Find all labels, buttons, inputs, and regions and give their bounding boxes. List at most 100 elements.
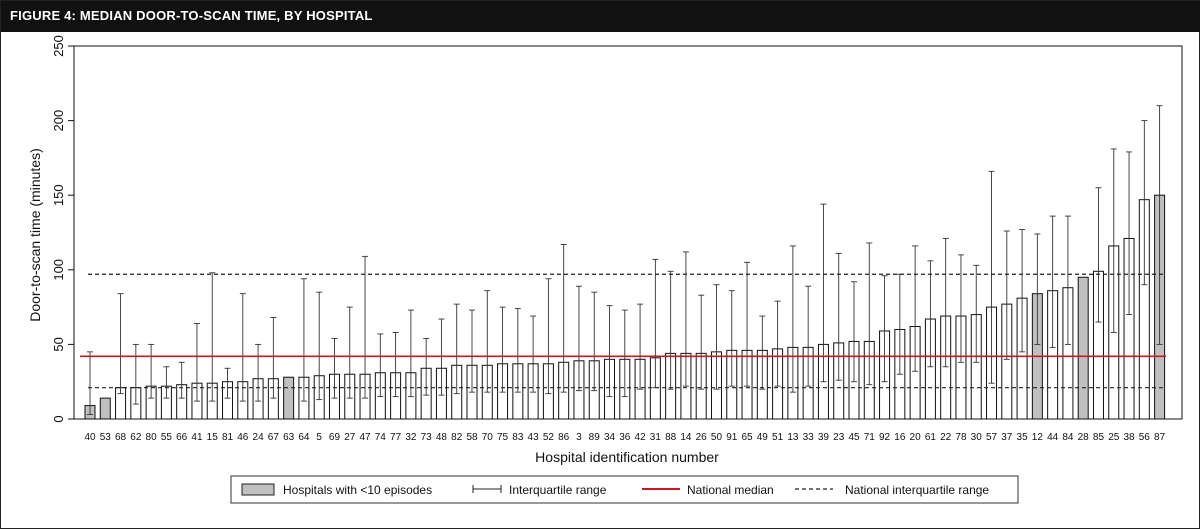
x-tick-label: 24 — [253, 432, 265, 443]
x-tick-label: 20 — [910, 432, 922, 443]
figure-title-bar: FIGURE 4: MEDIAN DOOR-TO-SCAN TIME, BY H… — [1, 1, 1200, 32]
x-tick-label: 89 — [589, 432, 601, 443]
x-tick-label: 87 — [1154, 432, 1166, 443]
x-tick-label: 73 — [421, 432, 433, 443]
bar-hospital-53 — [99, 397, 111, 420]
x-tick-label: 63 — [283, 432, 295, 443]
x-tick-label: 86 — [558, 432, 570, 443]
legend-box — [230, 475, 1019, 504]
x-tick-label: 37 — [1001, 432, 1013, 443]
axes-group — [68, 45, 1183, 420]
x-tick-label: 55 — [161, 432, 173, 443]
x-tick-label: 67 — [268, 432, 280, 443]
x-tick-label: 14 — [680, 432, 692, 443]
figure-title: FIGURE 4: MEDIAN DOOR-TO-SCAN TIME, BY H… — [10, 8, 373, 23]
x-tick-label: 66 — [176, 432, 188, 443]
x-tick-label: 82 — [451, 432, 463, 443]
x-tick-label: 88 — [665, 432, 677, 443]
x-tick-label: 85 — [1093, 432, 1105, 443]
x-tick-label: 91 — [726, 432, 738, 443]
x-axis-title: Hospital identification number — [535, 449, 719, 465]
x-tick-label: 31 — [650, 432, 662, 443]
x-tick-label: 44 — [1047, 432, 1059, 443]
x-tick-label: 28 — [1078, 432, 1090, 443]
x-tick-label: 38 — [1123, 432, 1135, 443]
x-tick-label: 50 — [711, 432, 723, 443]
legend-small-swatch — [241, 483, 275, 496]
x-tick-label: 45 — [848, 432, 860, 443]
x-tick-label: 78 — [955, 432, 967, 443]
x-tick-label: 80 — [146, 432, 158, 443]
x-tick-label: 51 — [772, 432, 784, 443]
x-tick-label: 35 — [1017, 432, 1029, 443]
legend-iqr-symbol — [472, 485, 502, 493]
x-tick-label: 5 — [316, 432, 322, 443]
national-lines-group — [80, 273, 1166, 389]
x-tick-label: 22 — [940, 432, 952, 443]
x-tick-label: 83 — [512, 432, 524, 443]
x-tick-label: 15 — [207, 432, 219, 443]
iqr-whiskers-group — [87, 105, 1163, 415]
x-tick-label: 23 — [833, 432, 845, 443]
x-tick-label: 58 — [466, 432, 478, 443]
x-tick-label: 61 — [925, 432, 937, 443]
legend: Hospitals with <10 episodes Interquartil… — [230, 475, 1019, 504]
x-tick-label: 75 — [497, 432, 509, 443]
x-tick-label: 42 — [635, 432, 647, 443]
x-tick-label: 40 — [84, 432, 96, 443]
legend-small-label: Hospitals with <10 episodes — [283, 483, 432, 497]
legend-median-label: National median — [687, 483, 774, 497]
x-tick-label: 39 — [818, 432, 830, 443]
x-tick-label: 27 — [344, 432, 356, 443]
x-tick-label: 84 — [1062, 432, 1074, 443]
x-tick-label: 64 — [298, 432, 310, 443]
x-tick-label: 62 — [130, 432, 142, 443]
x-tick-label: 34 — [604, 432, 616, 443]
x-tick-label: 77 — [390, 432, 402, 443]
x-tick-label: 52 — [543, 432, 555, 443]
x-tick-label: 41 — [191, 432, 203, 443]
x-tick-label: 25 — [1108, 432, 1120, 443]
y-tick-labels: 0 50 100 150 200 250 — [51, 35, 66, 422]
y-tick-label: 100 — [51, 259, 66, 281]
x-tick-label: 33 — [803, 432, 815, 443]
x-tick-label: 30 — [971, 432, 983, 443]
x-tick-label: 57 — [986, 432, 998, 443]
x-tick-label: 69 — [329, 432, 341, 443]
x-tick-label: 68 — [115, 432, 127, 443]
y-tick-label: 250 — [51, 35, 66, 57]
x-tick-labels: 40 53 68 62 80 55 66 41 15 81 46 24 67 63 64 5 69 27 47 74 7… — [84, 432, 1165, 443]
x-tick-label: 49 — [757, 432, 769, 443]
x-tick-label: 36 — [619, 432, 631, 443]
x-tick-label: 65 — [741, 432, 753, 443]
legend-national-iqr-label: National interquartile range — [845, 483, 989, 497]
x-tick-label: 3 — [576, 432, 582, 443]
plot-area-border — [73, 45, 1183, 420]
x-tick-label: 32 — [405, 432, 417, 443]
x-tick-label: 48 — [436, 432, 448, 443]
x-tick-label: 81 — [222, 432, 234, 443]
x-tick-label: 70 — [482, 432, 494, 443]
x-tick-label: 47 — [359, 432, 371, 443]
x-tick-label: 16 — [894, 432, 906, 443]
x-tick-label: 56 — [1139, 432, 1151, 443]
x-tick-label: 26 — [696, 432, 708, 443]
x-tick-label: 53 — [100, 432, 112, 443]
x-tick-label: 46 — [237, 432, 249, 443]
bar-hospital-63 — [283, 376, 295, 420]
y-tick-label: 50 — [51, 337, 66, 351]
y-tick-label: 0 — [51, 415, 66, 422]
x-tick-label: 13 — [787, 432, 799, 443]
x-tick-label: 92 — [879, 432, 891, 443]
y-axis-title: Door-to-scan time (minutes) — [27, 148, 43, 322]
x-tick-label: 74 — [375, 432, 387, 443]
y-tick-label: 150 — [51, 184, 66, 206]
y-tick-label: 200 — [51, 110, 66, 132]
legend-iqr-label: Interquartile range — [509, 483, 607, 497]
x-tick-label: 71 — [864, 432, 876, 443]
bar-hospital-28 — [1077, 276, 1089, 420]
x-tick-label: 12 — [1032, 432, 1044, 443]
x-tick-label: 43 — [528, 432, 540, 443]
